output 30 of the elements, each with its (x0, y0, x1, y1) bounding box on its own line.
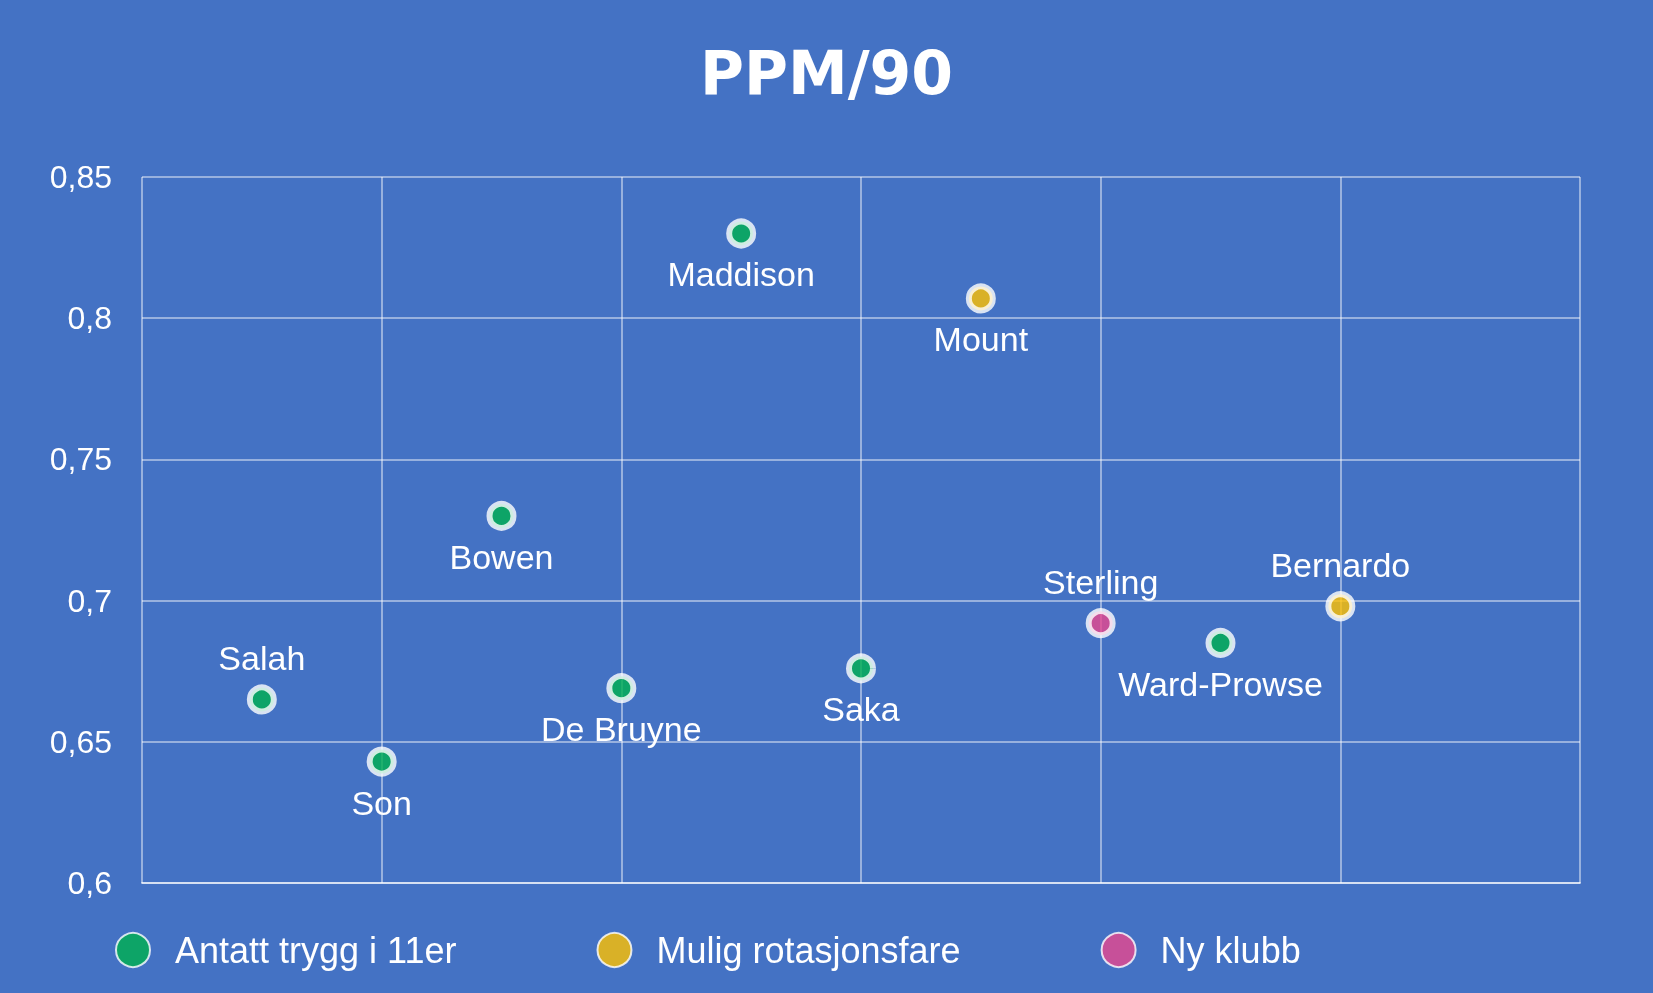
annotation: Maddison (667, 255, 815, 294)
point (366, 746, 397, 777)
annotation: Mount (933, 320, 1029, 359)
y-tick-label: 0,8 (67, 300, 112, 337)
point (1205, 627, 1236, 658)
point (726, 218, 757, 249)
y-tick-label: 0,85 (49, 159, 112, 195)
chart-title: PPM/90 (699, 38, 954, 108)
y-tick-label: 0,7 (67, 582, 112, 619)
annotation: Saka (822, 690, 900, 729)
y-tick-label: 0,65 (49, 723, 112, 760)
annotation: Salah (218, 639, 306, 678)
annotation: Bowen (449, 537, 554, 576)
annotation: Ward-Prowse (1118, 664, 1323, 703)
point (1325, 591, 1356, 622)
annotation: Son (351, 783, 412, 822)
y-tick-label: 0,75 (49, 441, 112, 478)
point (606, 673, 637, 704)
point (846, 653, 876, 684)
annotation: Sterling (1043, 563, 1159, 602)
legend-label: Ny klubb (1160, 929, 1301, 971)
point (965, 283, 996, 314)
annotation: Bernardo (1270, 546, 1411, 585)
legend-label: Mulig rotasjonsfare (656, 929, 961, 971)
y-tick-label: 0,6 (67, 865, 112, 901)
point (486, 500, 517, 531)
point (246, 684, 277, 715)
legend-label: Antatt trygg i 11er (175, 929, 457, 971)
annotation: De Bruyne (541, 710, 702, 749)
point (1085, 608, 1116, 639)
